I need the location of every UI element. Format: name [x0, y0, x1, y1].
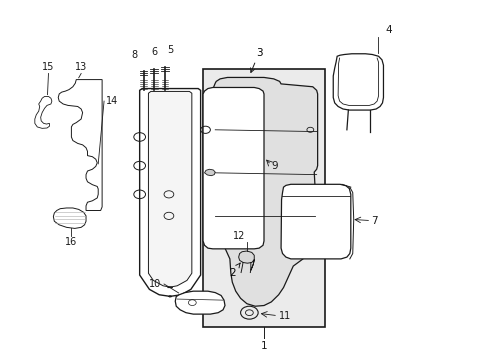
Text: 15: 15	[42, 62, 55, 72]
Text: 12: 12	[233, 231, 245, 241]
Text: 10: 10	[149, 279, 161, 289]
Text: 13: 13	[75, 62, 87, 72]
Text: 6: 6	[151, 48, 157, 57]
Text: 3: 3	[250, 48, 262, 72]
Polygon shape	[140, 89, 200, 297]
Text: 9: 9	[271, 161, 277, 171]
Polygon shape	[148, 91, 191, 288]
Text: 8: 8	[131, 50, 138, 60]
Text: 2: 2	[228, 263, 240, 278]
Polygon shape	[35, 96, 52, 129]
Text: 11: 11	[278, 311, 290, 320]
Polygon shape	[58, 80, 102, 211]
Polygon shape	[212, 77, 317, 306]
Polygon shape	[175, 291, 224, 314]
Text: 16: 16	[65, 237, 78, 247]
Polygon shape	[332, 54, 383, 110]
Text: 14: 14	[105, 96, 118, 106]
Polygon shape	[203, 87, 264, 249]
Bar	[203, 69, 325, 327]
Polygon shape	[204, 169, 215, 176]
Polygon shape	[53, 208, 86, 228]
Text: 4: 4	[384, 25, 391, 35]
Text: 7: 7	[370, 216, 377, 226]
Polygon shape	[238, 251, 254, 270]
Text: 5: 5	[166, 45, 173, 55]
Text: 1: 1	[260, 341, 267, 351]
Polygon shape	[281, 184, 350, 259]
